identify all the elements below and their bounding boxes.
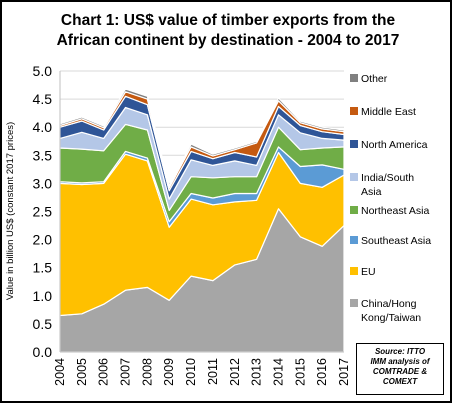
y-tick-label: 1.5: [33, 260, 53, 276]
axes: [59, 71, 344, 353]
x-tick-label: 2005: [75, 358, 89, 386]
source-line-4: COMEXT: [382, 377, 418, 386]
legend-label-north-america: North America: [361, 139, 428, 151]
source-note: Source: ITTO IMM analysis of COMTRADE & …: [356, 343, 444, 395]
y-tick-label: 2.0: [33, 232, 53, 248]
legend-label-china-hong-kong-taiwan: China/Hong: [361, 298, 417, 310]
legend: Other Middle East North America India/South…: [350, 73, 431, 324]
legend-label-southeast-asia: Southeast Asia: [361, 235, 431, 247]
legend-swatch-china-hong-kong-taiwan: [350, 299, 358, 307]
y-tick-label: 1.0: [33, 288, 53, 304]
x-tick-label: 2015: [293, 358, 307, 386]
legend-label-other: Other: [361, 73, 388, 85]
y-tick-label: 0.0: [33, 344, 53, 360]
legend-swatch-northeast-asia: [350, 206, 358, 214]
y-axis-label: Value in billion US$ (constant 2017 pric…: [5, 122, 16, 300]
y-tick-label: 3.5: [33, 147, 53, 163]
legend-swatch-north-america: [350, 140, 358, 148]
x-axis-ticks: 2004 2005 2006 2007 2008 2009 2010 2011 2012 2013…: [53, 358, 351, 386]
legend-swatch-southeast-asia: [350, 236, 358, 244]
x-tick-label: 2016: [315, 358, 329, 386]
x-tick-label: 2004: [53, 358, 67, 386]
y-tick-label: 4.5: [33, 91, 53, 107]
area-other: [59, 88, 345, 189]
y-axis-ticks: 0.0 0.5 1.0 1.5 2.0 2.5 3.0 3.5 4.0 4.5 5.0: [33, 63, 53, 360]
legend-swatch-eu: [350, 267, 358, 275]
legend-label-india-south-asia: India/South: [361, 172, 414, 184]
source-line-3: COMTRADE &: [372, 367, 428, 376]
legend-swatch-other: [350, 74, 358, 82]
legend-label-china-hong-kong-taiwan: Kong/Taiwan: [361, 312, 421, 324]
y-tick-label: 5.0: [33, 63, 53, 79]
x-tick-label: 2006: [97, 358, 111, 386]
x-tick-label: 2007: [119, 358, 133, 386]
x-tick-label: 2011: [206, 358, 220, 385]
legend-swatch-middle-east: [350, 107, 358, 115]
y-tick-label: 4.0: [33, 119, 53, 135]
legend-swatch-india-south-asia: [350, 173, 358, 181]
x-tick-label: 2010: [184, 358, 198, 386]
x-tick-label: 2009: [162, 358, 176, 386]
x-tick-label: 2012: [228, 358, 242, 386]
chart-title-line-2: African continent by destination - 2004 …: [56, 32, 400, 49]
area-series: [59, 88, 345, 353]
chart-title-line-1: Chart 1: US$ value of timber exports fro…: [60, 12, 396, 29]
y-tick-label: 0.5: [33, 316, 53, 332]
source-line-1: Source: ITTO: [374, 347, 426, 356]
legend-label-northeast-asia: Northeast Asia: [361, 205, 429, 217]
y-tick-label: 2.5: [33, 204, 53, 220]
x-tick-label: 2014: [271, 358, 285, 386]
legend-label-india-south-asia: Asia: [361, 186, 382, 198]
source-line-2: IMM analysis of: [370, 357, 430, 366]
x-tick-label: 2017: [337, 358, 351, 386]
y-tick-label: 3.0: [33, 175, 53, 191]
chart-title: Chart 1: US$ value of timber exports fro…: [12, 11, 444, 51]
legend-label-middle-east: Middle East: [361, 106, 416, 118]
legend-label-eu: EU: [361, 266, 376, 278]
x-tick-label: 2008: [140, 358, 154, 386]
x-tick-label: 2013: [250, 358, 264, 386]
